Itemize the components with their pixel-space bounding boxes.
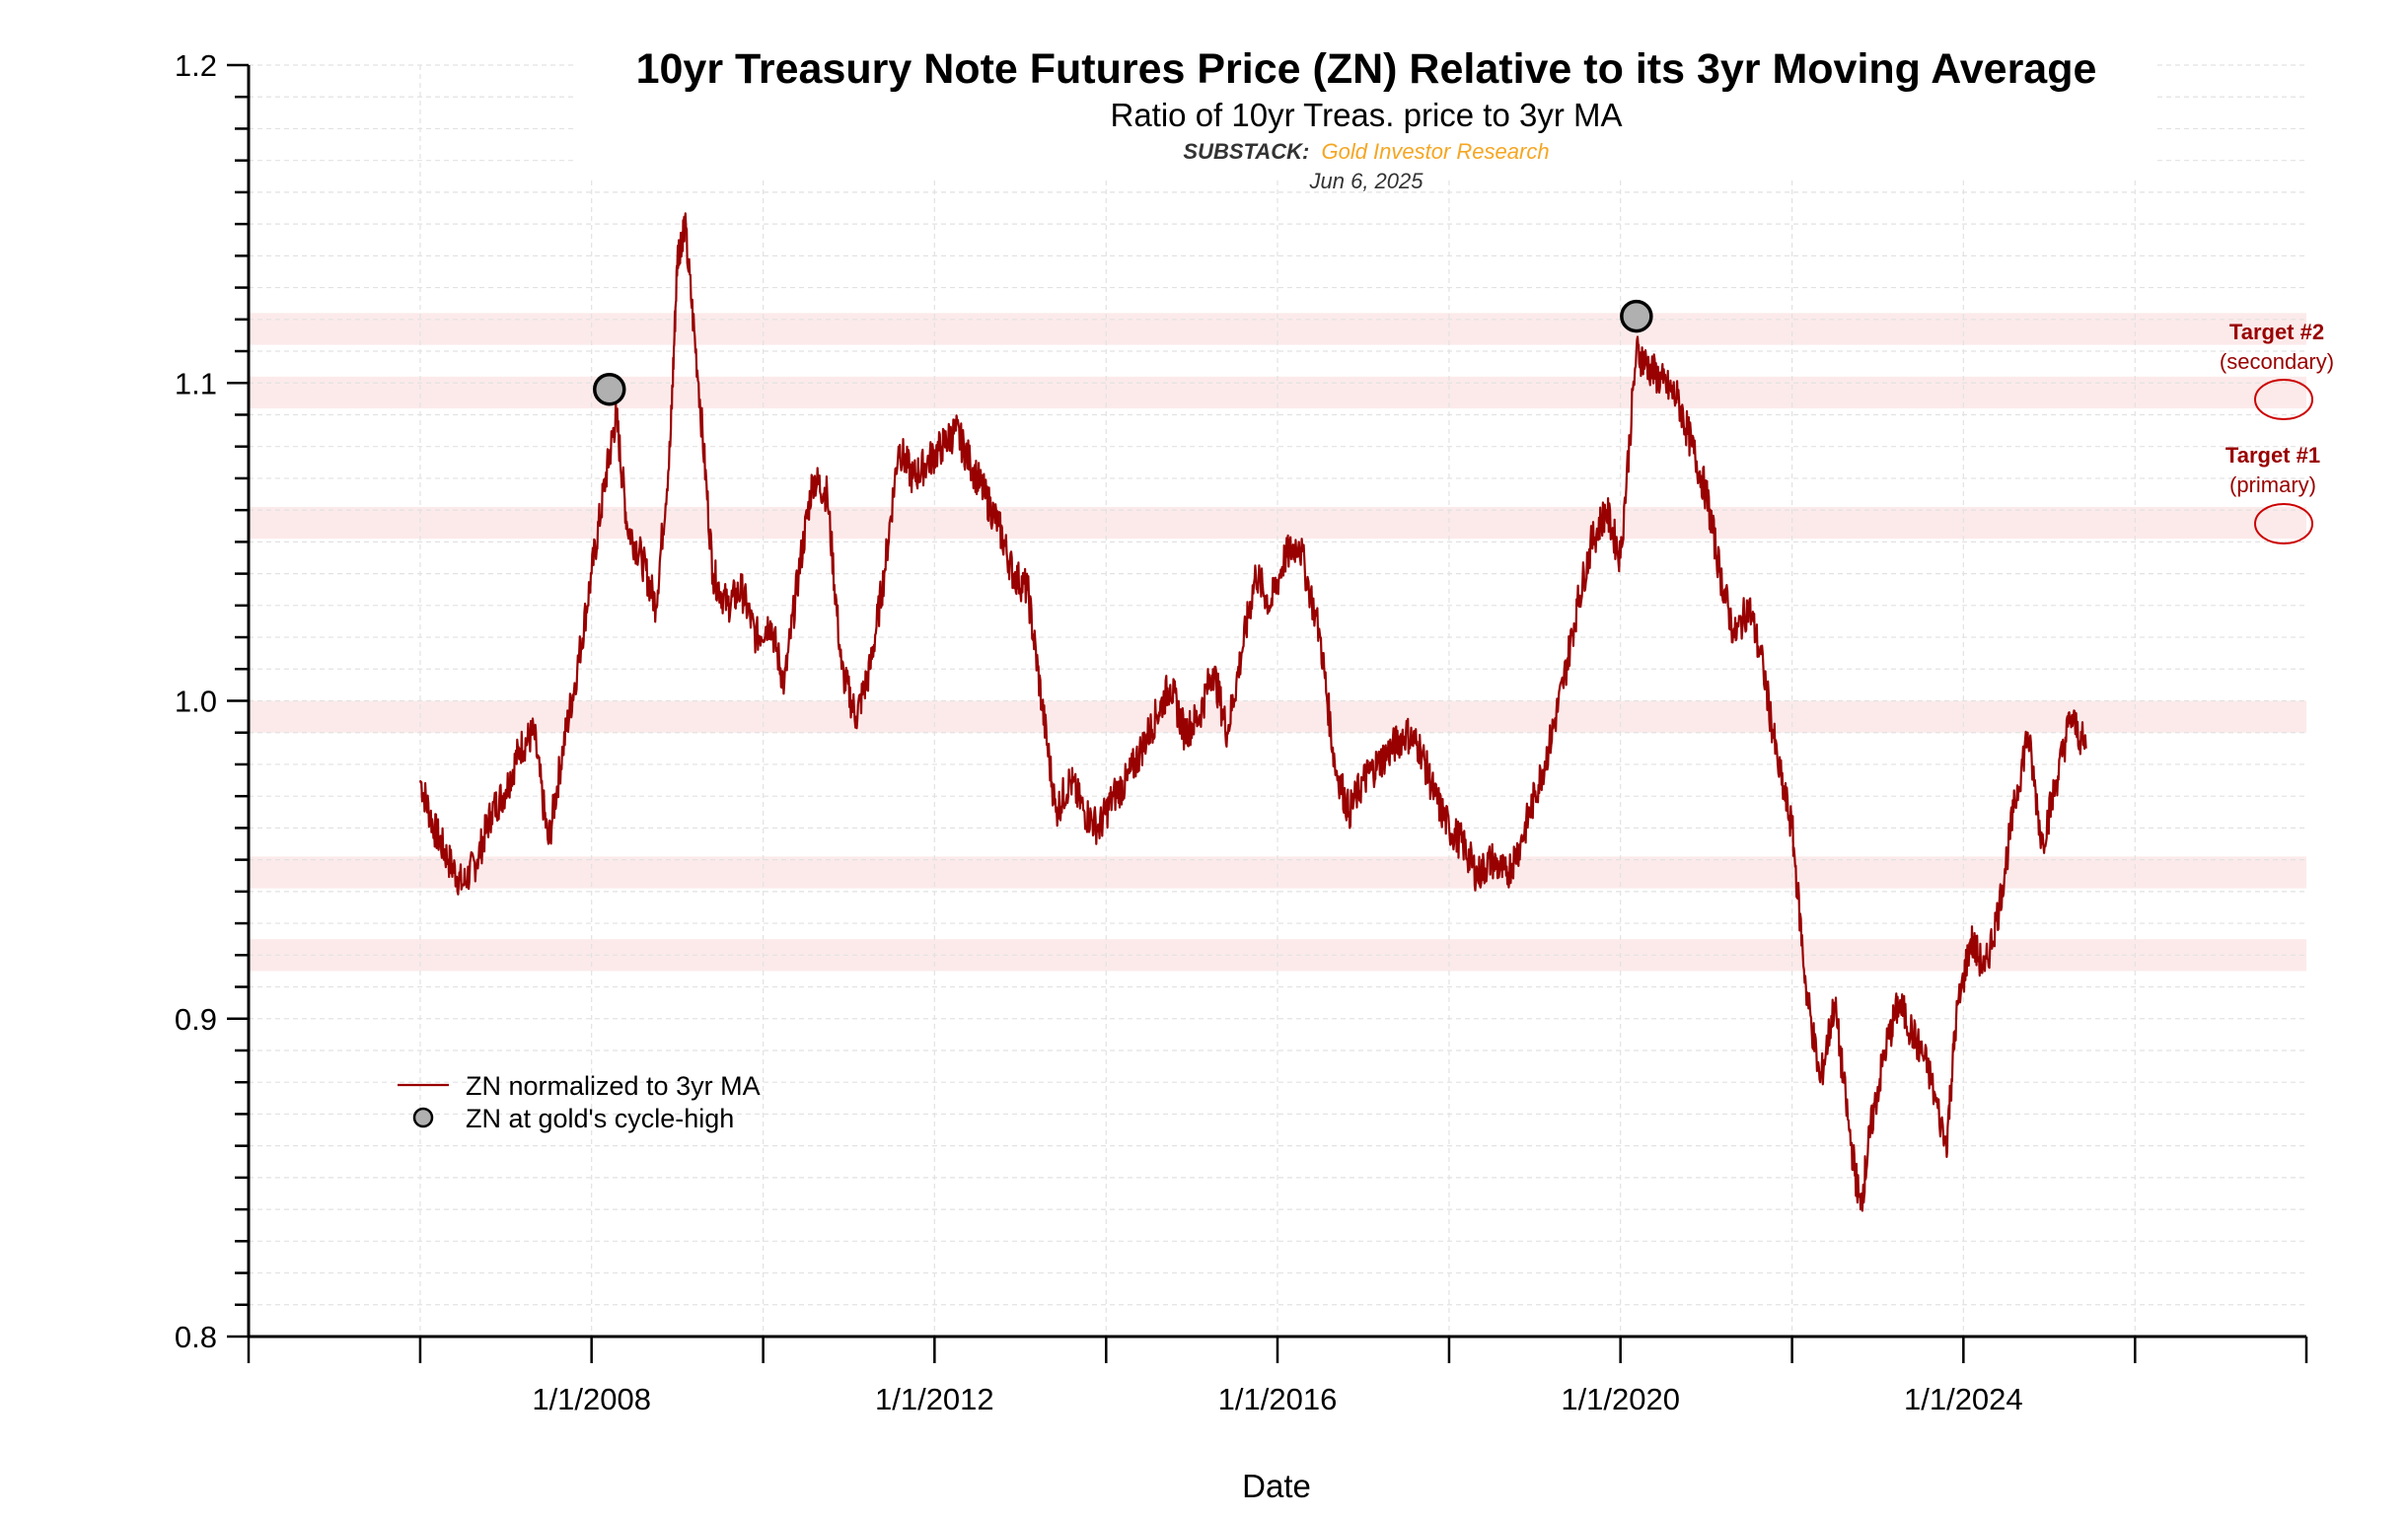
- title-background: [577, 39, 2155, 178]
- source-label: SUBSTACK:: [1183, 139, 1309, 164]
- target-2-title: Target #2: [2229, 320, 2324, 344]
- legend: ZN normalized to 3yr MA ZN at gold's cyc…: [398, 1071, 761, 1133]
- series-area: [418, 212, 2087, 1212]
- x-tick-label: 1/1/2012: [875, 1382, 994, 1416]
- target-1-title: Target #1: [2226, 443, 2320, 468]
- legend-label-marker: ZN at gold's cycle-high: [466, 1104, 734, 1133]
- series-line-zn-normalized: [418, 212, 2087, 1212]
- x-tick-label: 1/1/2016: [1218, 1382, 1338, 1416]
- source-line: SUBSTACK: Gold Investor Research: [1183, 139, 1549, 164]
- x-tick-label: 1/1/2024: [1904, 1382, 2023, 1416]
- y-tick-label: 1.0: [175, 685, 217, 719]
- target-secondary: Target #2 (secondary): [2220, 320, 2334, 420]
- y-tick-label: 0.8: [175, 1320, 217, 1354]
- cycle-high-marker: [593, 372, 626, 406]
- x-axis-title: Date: [1242, 1468, 1311, 1504]
- legend-marker-swatch: [412, 1107, 434, 1128]
- axes: 0.8 0.9 1.0 1.1 1.2 1/1/2008 1/1/2012 1/1/2016 1…: [175, 48, 2308, 1416]
- target-primary: Target #1 (primary): [2226, 443, 2320, 544]
- y-tick-label: 1.1: [175, 366, 217, 400]
- legend-label-series: ZN normalized to 3yr MA: [466, 1071, 761, 1101]
- target-2-ellipse: [2254, 379, 2313, 420]
- chart-date: Jun 6, 2025: [1309, 169, 1424, 193]
- target-1-ellipse: [2254, 503, 2313, 544]
- y-tick-label: 1.2: [175, 48, 217, 83]
- cycle-high-marker: [1620, 299, 1653, 333]
- chart-title: 10yr Treasury Note Futures Price (ZN) Re…: [636, 45, 2097, 93]
- x-tick-label: 1/1/2020: [1561, 1382, 1680, 1416]
- source-name: Gold Investor Research: [1321, 139, 1549, 164]
- chart-subtitle: Ratio of 10yr Treas. price to 3yr MA: [1110, 97, 1622, 133]
- target-1-subtitle: (primary): [2229, 472, 2316, 497]
- x-tick-label: 1/1/2008: [532, 1382, 651, 1416]
- cycle-high-markers: [593, 299, 1653, 406]
- target-2-subtitle: (secondary): [2220, 349, 2334, 374]
- y-tick-label: 0.9: [175, 1002, 217, 1037]
